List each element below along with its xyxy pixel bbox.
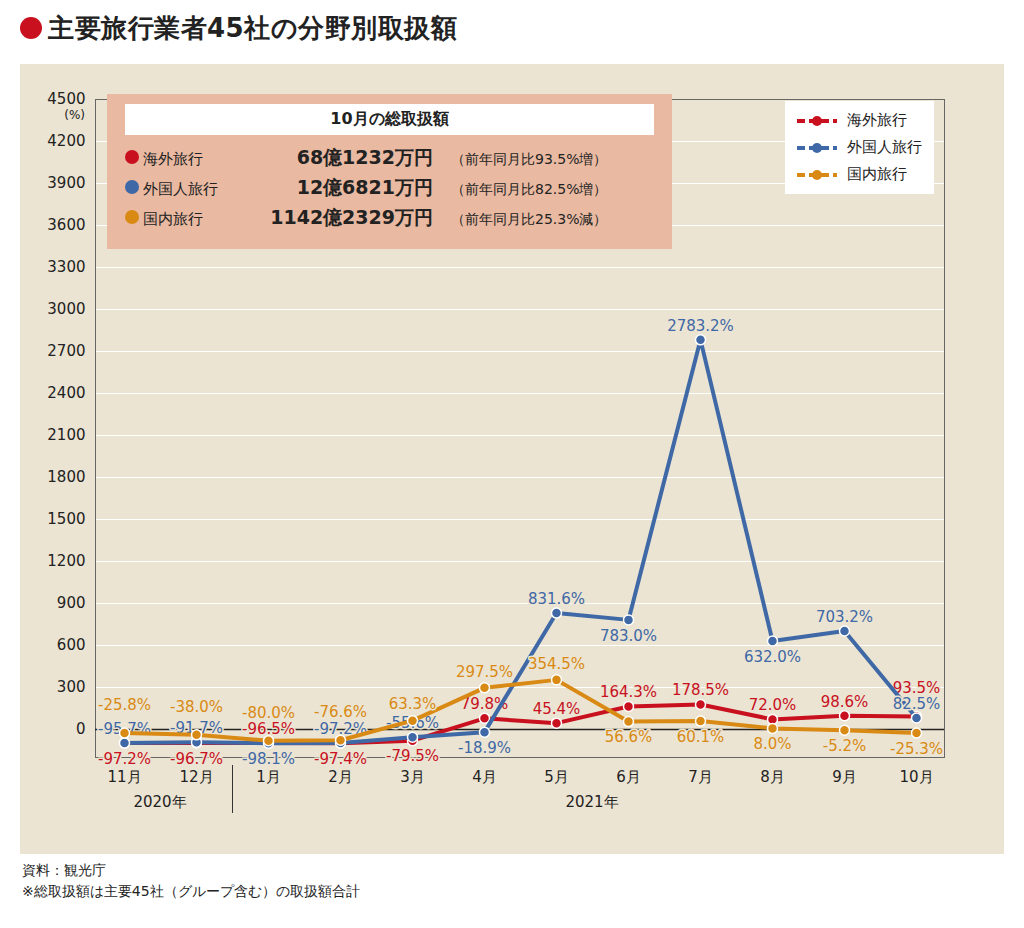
html-text:海外旅行: 海外旅行 <box>847 111 907 129</box>
svg-text:-97.2%: -97.2% <box>98 750 151 768</box>
html-text:※総取扱額は主要45社（グループ含む）の取扱額合計: ※総取扱額は主要45社（グループ含む）の取扱額合計 <box>22 883 360 899</box>
html-text:外国人旅行: 外国人旅行 <box>143 180 218 198</box>
svg-text:6月: 6月 <box>616 768 641 786</box>
html-text:1142億2329万円: 1142億2329万円 <box>270 206 433 228</box>
svg-text:-96.7%: -96.7% <box>170 750 223 768</box>
svg-text:300: 300 <box>57 678 86 696</box>
svg-text:-91.7%: -91.7% <box>170 719 223 738</box>
html-text:2020年: 2020年 <box>133 793 187 811</box>
html-text:68億1232万円: 68億1232万円 <box>296 146 433 168</box>
svg-text:2700: 2700 <box>47 342 85 360</box>
svg-text:-38.0%: -38.0% <box>170 698 223 716</box>
svg-text:79.8%: 79.8% <box>460 695 509 714</box>
svg-text:4500: 4500 <box>47 90 85 108</box>
svg-text:63.3%: 63.3% <box>389 695 437 713</box>
svg-text:-98.1%: -98.1% <box>242 750 295 768</box>
html-text:海外旅行: 海外旅行 <box>143 150 203 168</box>
svg-text:93.5%: 93.5% <box>892 679 941 698</box>
svg-text:783.0%: 783.0% <box>600 627 657 645</box>
html-text:10月の総取扱額: 10月の総取扱額 <box>330 109 449 128</box>
svg-text:831.6%: 831.6% <box>528 590 585 608</box>
html-text:国内旅行: 国内旅行 <box>847 165 907 183</box>
svg-text:8.0%: 8.0% <box>753 735 791 753</box>
svg-text:9月: 9月 <box>832 768 857 786</box>
svg-text:-76.6%: -76.6% <box>314 703 367 721</box>
svg-text:-25.3%: -25.3% <box>890 740 943 758</box>
svg-text:1200: 1200 <box>47 552 85 570</box>
svg-text:-97.4%: -97.4% <box>314 750 367 768</box>
svg-text:2783.2%: 2783.2% <box>667 317 734 335</box>
svg-text:-96.5%: -96.5% <box>242 719 295 738</box>
html-text:（前年同月比82.5%増）: （前年同月比82.5%増） <box>451 181 608 197</box>
svg-text:60.1%: 60.1% <box>677 728 725 746</box>
svg-text:56.6%: 56.6% <box>605 728 653 746</box>
svg-text:-97.2%: -97.2% <box>314 719 367 738</box>
svg-text:1800: 1800 <box>47 468 85 486</box>
svg-text:7月: 7月 <box>688 768 713 786</box>
svg-text:178.5%: 178.5% <box>672 681 729 699</box>
svg-text:45.4%: 45.4% <box>533 700 581 718</box>
svg-text:600: 600 <box>57 636 86 654</box>
svg-text:-79.5%: -79.5% <box>386 747 439 765</box>
svg-text:-55.6%: -55.6% <box>386 714 439 732</box>
html-text:資料：観光庁: 資料：観光庁 <box>22 862 106 878</box>
html-text:2021年: 2021年 <box>565 793 619 811</box>
svg-text:4月: 4月 <box>472 768 497 786</box>
svg-text:1月: 1月 <box>256 768 281 786</box>
html-text:（前年同月比93.5%増）: （前年同月比93.5%増） <box>451 151 608 167</box>
svg-text:11月: 11月 <box>107 768 141 786</box>
svg-text:3300: 3300 <box>47 258 85 276</box>
svg-text:-95.7%: -95.7% <box>98 719 151 738</box>
svg-text:82.5%: 82.5% <box>893 695 941 713</box>
svg-text:703.2%: 703.2% <box>816 608 873 626</box>
svg-text:297.5%: 297.5% <box>456 663 513 681</box>
svg-text:12月: 12月 <box>179 768 213 786</box>
svg-text:2400: 2400 <box>47 384 85 402</box>
svg-text:-5.2%: -5.2% <box>823 737 867 755</box>
html-text:（前年同月比25.3%減）: （前年同月比25.3%減） <box>451 211 608 227</box>
svg-text:98.6%: 98.6% <box>821 692 869 710</box>
svg-text:4200: 4200 <box>47 132 85 150</box>
svg-text:72.0%: 72.0% <box>749 696 797 714</box>
svg-text:900: 900 <box>57 594 86 612</box>
svg-text:0: 0 <box>76 720 86 738</box>
html-text:主要旅行業者45社の分野別取扱額: 主要旅行業者45社の分野別取扱額 <box>48 12 458 43</box>
html-text:12億6821万円: 12億6821万円 <box>296 176 433 198</box>
svg-text:2月: 2月 <box>328 768 353 786</box>
svg-text:3600: 3600 <box>47 216 85 234</box>
svg-text:-25.8%: -25.8% <box>98 696 151 714</box>
svg-text:5月: 5月 <box>544 768 569 786</box>
html-text:国内旅行: 国内旅行 <box>143 210 203 228</box>
svg-text:-18.9%: -18.9% <box>458 739 511 757</box>
svg-text:3000: 3000 <box>47 300 85 318</box>
svg-text:164.3%: 164.3% <box>600 683 657 701</box>
svg-text:-80.0%: -80.0% <box>242 704 295 722</box>
svg-text:3月: 3月 <box>400 768 425 786</box>
svg-text:354.5%: 354.5% <box>528 655 585 673</box>
svg-text:2100: 2100 <box>47 426 85 444</box>
svg-text:10月: 10月 <box>899 768 933 786</box>
html-text:外国人旅行: 外国人旅行 <box>847 138 922 156</box>
svg-text:632.0%: 632.0% <box>744 648 801 666</box>
svg-text:8月: 8月 <box>760 768 785 786</box>
svg-text:3900: 3900 <box>47 174 85 192</box>
svg-text:1500: 1500 <box>47 510 85 528</box>
